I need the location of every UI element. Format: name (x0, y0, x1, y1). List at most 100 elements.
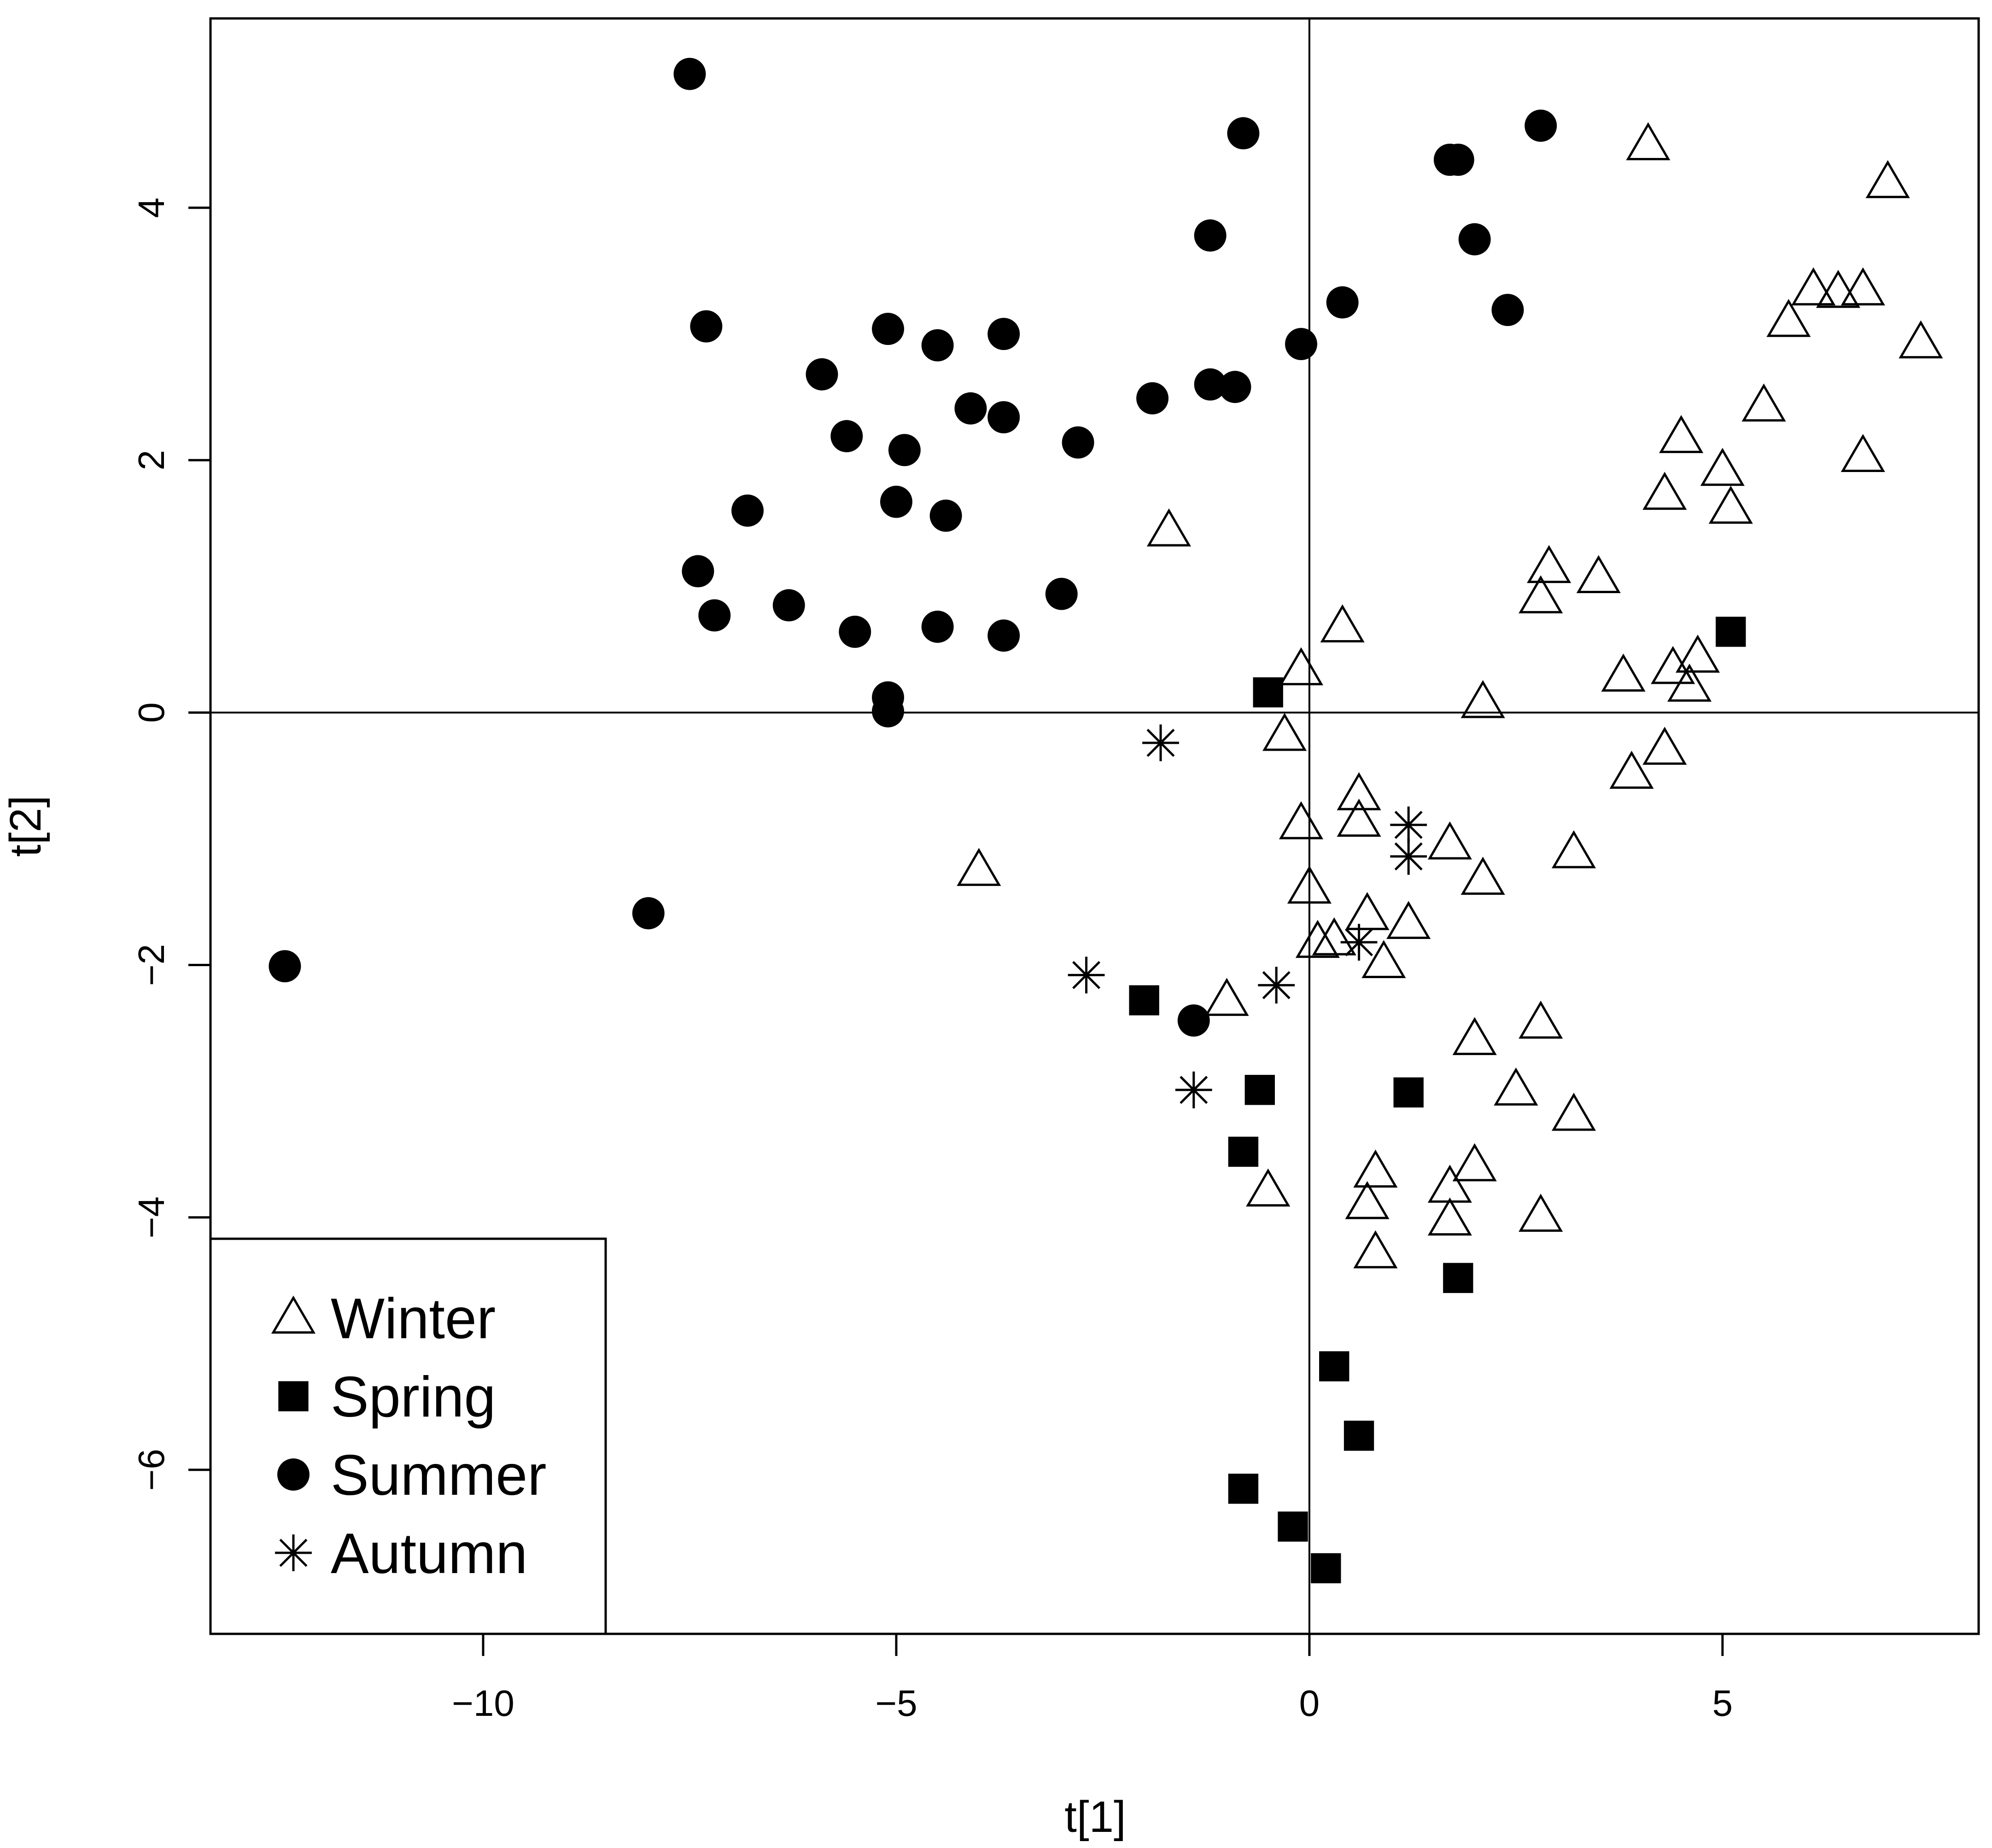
winter-point (1642, 472, 1687, 510)
winter-point (1766, 299, 1811, 337)
summer-point (1458, 223, 1491, 256)
summer-point (1219, 371, 1251, 403)
summer-point (987, 318, 1020, 350)
y-tick-label: −2 (131, 944, 172, 986)
winter-point (1279, 647, 1324, 686)
legend-marker-autumn (275, 1534, 312, 1571)
winter-point (1899, 320, 1943, 359)
winter-point (1295, 920, 1340, 958)
spring-point (1716, 617, 1746, 647)
winter-point (1609, 751, 1654, 789)
y-tick-label: 0 (131, 702, 172, 723)
winter-point (1452, 1143, 1497, 1182)
spring-point (1319, 1351, 1349, 1382)
winter-point (1353, 1230, 1398, 1269)
winter-point (1494, 1067, 1538, 1106)
y-tick-label: 2 (131, 450, 172, 471)
summer-point (954, 392, 987, 425)
winter-point (1337, 772, 1381, 810)
winter-point (1427, 1197, 1472, 1236)
winter-point (1287, 865, 1332, 904)
summer-point (929, 499, 962, 532)
summer-point (987, 401, 1020, 433)
winter-point (1519, 575, 1563, 613)
winter-point (1246, 1168, 1291, 1207)
summer-point (921, 329, 954, 361)
winter-point (1427, 1165, 1472, 1203)
winter-point (1460, 857, 1505, 895)
winter-point (1551, 1092, 1596, 1131)
summer-point (872, 313, 904, 345)
x-tick-label: −5 (875, 1683, 917, 1724)
winter-point (1527, 545, 1571, 583)
legend-box (209, 1237, 607, 1635)
winter-point (1576, 555, 1621, 594)
summer-point (1525, 109, 1557, 142)
winter-point (1279, 801, 1324, 839)
autumn-point (1390, 806, 1427, 844)
winter-point (1642, 727, 1687, 765)
winter-point (1551, 830, 1596, 869)
y-tick-label: −6 (131, 1449, 172, 1491)
summer-point (673, 58, 706, 90)
winter-point (1791, 267, 1836, 306)
legend-label-winter: Winter (331, 1287, 496, 1351)
summer-point (872, 695, 904, 728)
summer-point (987, 619, 1020, 652)
legend-marker-summer (277, 1458, 310, 1491)
summer-point (698, 599, 731, 632)
legend-label-autumn: Autumn (331, 1522, 527, 1586)
spring-point (1228, 1474, 1259, 1504)
autumn-point (1142, 724, 1179, 762)
summer-point (269, 950, 301, 983)
legend-marker-spring (278, 1381, 309, 1411)
winter-point (1840, 267, 1885, 306)
summer-point (880, 485, 912, 518)
winter-point (1427, 821, 1472, 860)
autumn-point (1068, 956, 1105, 994)
winter-point (1312, 917, 1356, 956)
winter-point (1676, 635, 1720, 673)
summer-point (1045, 577, 1078, 610)
winter-point (1386, 901, 1431, 939)
summer-point (690, 310, 723, 343)
summer-point (830, 420, 863, 453)
summer-point (1491, 294, 1524, 326)
summer-point (772, 589, 805, 622)
winter-point (1460, 680, 1505, 718)
spring-point (1253, 677, 1283, 708)
spring-point (1393, 1077, 1424, 1108)
summer-point (1442, 143, 1474, 176)
summer-point (1227, 117, 1260, 150)
autumn-point (1390, 838, 1427, 875)
winter-point (1353, 1149, 1398, 1188)
winter-point (1840, 434, 1885, 472)
winter-point (1146, 508, 1191, 547)
spring-point (1129, 985, 1159, 1015)
winter-point (1700, 448, 1745, 486)
winter-point (1667, 664, 1712, 702)
winter-point (1651, 646, 1695, 684)
summer-point (1062, 426, 1094, 459)
legend: Winter Spring Summer Autumn (209, 1237, 607, 1635)
spring-point (1344, 1421, 1374, 1451)
autumn-point (1340, 924, 1378, 961)
y-axis: −6 −4 −2 0 2 4 (131, 198, 212, 1491)
legend-label-summer: Summer (331, 1444, 547, 1507)
autumn-point (1258, 967, 1295, 1004)
x-axis: −10 −5 0 5 (452, 1632, 1733, 1724)
summer-point (1194, 219, 1227, 252)
y-tick-label: 4 (131, 198, 172, 218)
winter-point (1865, 160, 1910, 198)
winter-point (1361, 940, 1406, 978)
winter-point (1519, 1000, 1563, 1039)
y-tick-label: −4 (131, 1196, 172, 1238)
winter-point (1626, 122, 1671, 161)
data-points (269, 58, 1943, 1584)
winter-point (1708, 485, 1753, 524)
winter-point (1816, 270, 1861, 308)
summer-point (682, 555, 714, 588)
winter-point (1601, 653, 1646, 692)
winter-point (1204, 978, 1249, 1016)
